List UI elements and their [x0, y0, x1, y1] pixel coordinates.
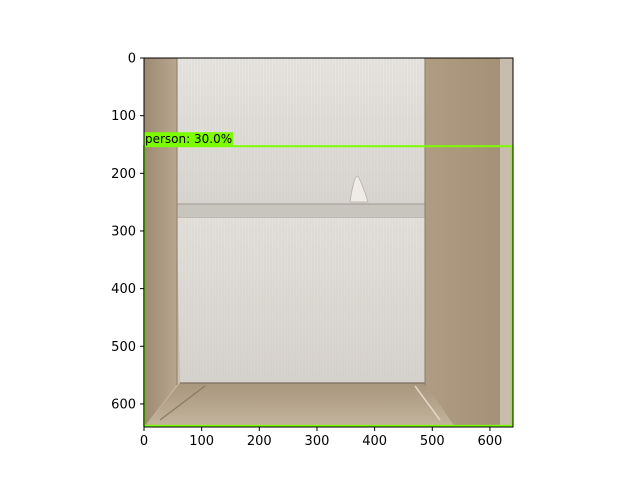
x-tick-label: 200 [247, 434, 272, 449]
detection-label: person: 30.0% [145, 132, 232, 146]
y-tick-label: 600 [111, 397, 136, 412]
x-tick-label: 500 [420, 434, 445, 449]
x-tick-label: 300 [305, 434, 330, 449]
y-tick-label: 400 [111, 282, 136, 297]
y-tick-label: 200 [111, 167, 136, 182]
detection-label-bg [144, 132, 233, 147]
y-tick-label: 500 [111, 340, 136, 355]
y-axis: 0 100 200 300 400 500 600 [111, 52, 144, 412]
box-photo [144, 58, 513, 427]
x-tick-label: 600 [478, 434, 503, 449]
axes-frame [143, 57, 514, 428]
y-tick-label: 0 [128, 52, 136, 67]
x-tick-label: 400 [362, 434, 387, 449]
x-tick-label: 100 [189, 434, 214, 449]
y-tick-label: 100 [111, 109, 136, 124]
x-tick-label: 0 [140, 434, 148, 449]
x-axis: 0 100 200 300 400 500 600 [140, 427, 502, 449]
y-tick-label: 300 [111, 224, 136, 239]
